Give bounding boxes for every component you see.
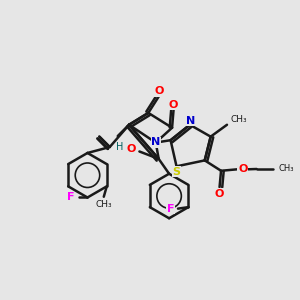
- Text: O: O: [126, 144, 136, 154]
- Text: O: O: [154, 86, 164, 96]
- Text: N: N: [152, 137, 161, 147]
- Text: F: F: [167, 204, 174, 214]
- Text: O: O: [169, 100, 178, 110]
- Text: CH₃: CH₃: [279, 164, 294, 173]
- Text: O: O: [214, 189, 224, 199]
- Text: O: O: [238, 164, 247, 174]
- Text: N: N: [186, 116, 195, 126]
- Text: F: F: [68, 193, 75, 202]
- Text: S: S: [172, 167, 180, 177]
- Text: H: H: [116, 142, 124, 152]
- Text: CH₃: CH₃: [95, 200, 112, 209]
- Text: CH₃: CH₃: [230, 115, 247, 124]
